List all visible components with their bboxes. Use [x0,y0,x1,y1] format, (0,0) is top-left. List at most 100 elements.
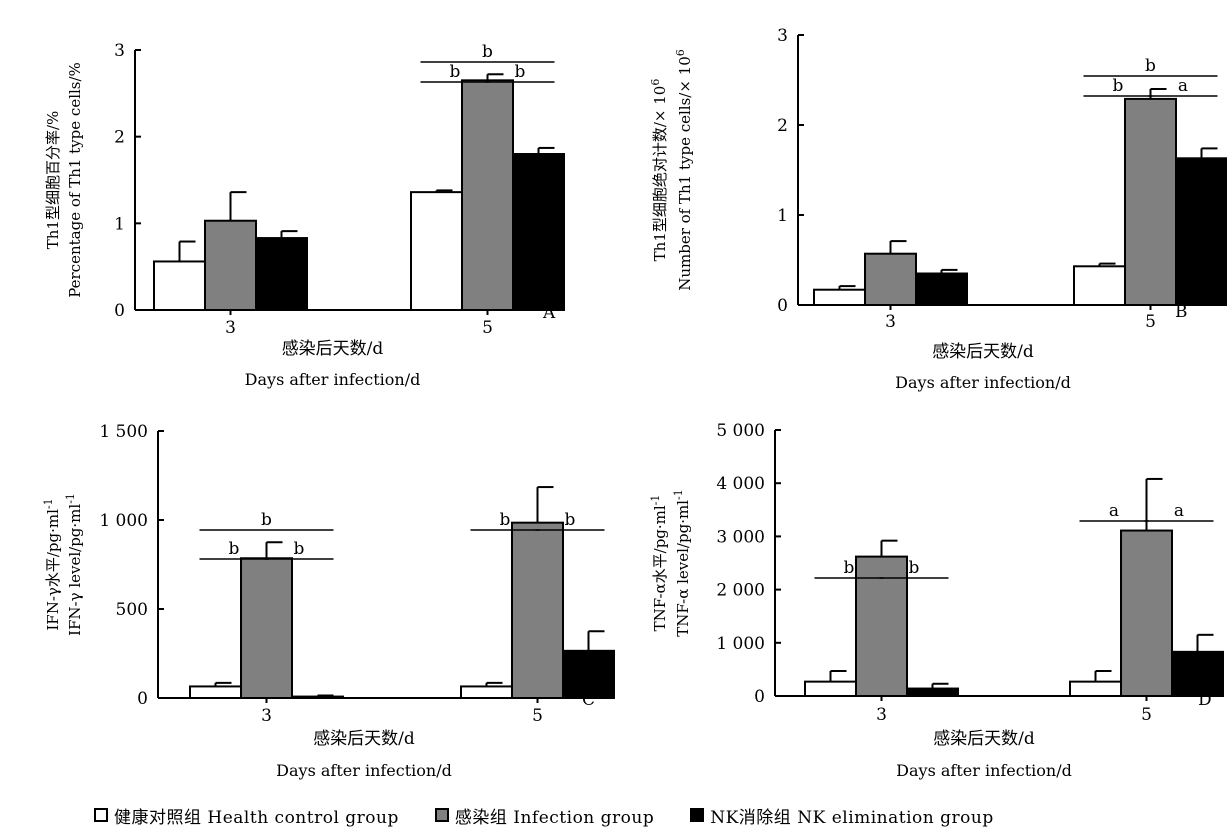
panel-d-x-label-zh: 感染后天数/d [933,729,1035,749]
legend-swatch-health-control [94,808,108,822]
panel-b-bar-nk-elimination-day3 [915,272,968,306]
panel-a-x-label-en: Days after infection/d [245,370,421,389]
panel-d-y-tick-label: 1 000 [716,634,765,654]
panel-b-y-label-en: Number of Th1 type cells/× 106 [674,49,695,291]
panel-c-bar-nk-elimination-day3 [291,695,344,699]
panel-c-x-tick-label: 3 [261,706,272,726]
panel-a: 0 1 2 3 3 5 b b b A 感染后天数/d Days after infection/d T… [44,41,565,389]
panel-c-y-label-zh: IFN-γ水平/pg·ml-1 [42,498,63,630]
panel-a-y-tick-label: 0 [114,301,125,321]
panel-c-bar-nk-elimination-day5 [562,649,615,700]
panel-d-bar-nk-elimination-day3 [906,687,959,698]
panel-c-bar-infection-day5 [511,521,564,699]
panel-b-y-tick-label: 1 [777,206,788,226]
panel-d-y-label-superscript: -1 [672,489,685,500]
panel-b-bar-health-control-day3 [813,288,866,307]
panel-d-y-label-en: TNF-α level/pg·ml-1 [672,489,693,636]
panel-c-significance-label: b [229,539,240,559]
legend-label-nk-elimination: NK消除组 NK elimination group [710,807,994,828]
panel-c-y-tick-label: 500 [116,600,148,620]
panel-c-bar-health-control-day5 [460,685,513,699]
legend-item-infection: 感染组 Infection group [434,803,655,828]
panel-a-bar-nk-elimination-day5 [512,153,565,311]
panel-a-x-label-zh: 感染后天数/d [282,339,384,359]
panel-b-y-label-zh: Th1型细胞绝对计数/× 106 [649,79,670,262]
legend-label-infection: 感染组 Infection group [454,807,655,828]
panel-c-y-label-en: IFN-γ level/pg·ml-1 [64,493,85,636]
panel-d-bar-health-control-day3 [804,680,857,697]
panel-b-bar-infection-day3 [864,252,917,306]
panel-c-letter: C [582,690,595,710]
panel-d-y-tick-label: 2 000 [716,581,765,601]
panel-b-x-tick-label: 5 [1145,312,1156,332]
panel-b-bar-nk-elimination-day5 [1175,157,1227,306]
legend-swatch-nk-elimination [690,808,705,822]
panel-a-y-label-en: Percentage of Th1 type cells/% [66,62,84,298]
panel-c-significance-label: b [294,539,305,559]
panel-c-y-label-superscript: -1 [42,498,55,509]
panel-c: 0 500 1 000 1 500 3 5 b b b b b C 感染后天数/d Days after … [42,422,615,780]
panel-c-x-label-zh: 感染后天数/d [313,729,415,749]
panel-a-significance-label: b [482,42,493,62]
panel-c-y-tick-label: 1 000 [99,511,148,531]
panel-d-significance-label: a [1109,501,1119,521]
panel-b-significance-label: b [1145,56,1156,76]
panel-c-y-tick-label: 1 500 [99,422,148,442]
legend-item-nk-elimination: NK消除组 NK elimination group [690,803,993,828]
panel-a-bar-nk-elimination-day3 [255,237,308,311]
panel-c-x-tick-label: 5 [532,706,543,726]
panel-b-bar-health-control-day5 [1073,265,1126,306]
panel-a-significance-label: b [515,62,526,82]
panel-c-significance-label: b [500,510,511,530]
panel-d-x-tick-label: 5 [1141,705,1152,725]
panel-c-bar-health-control-day3 [189,685,242,699]
panel-b: 0 1 2 3 3 5 b a b B 感染后天数/d Days after infection/d T… [649,26,1227,392]
panel-d-y-tick-label: 0 [754,687,765,707]
panel-b-y-tick-label: 0 [777,296,788,316]
panel-a-x-tick-label: 3 [225,318,236,338]
legend-swatch-infection [434,808,449,822]
panel-d-y-label-zh: TNF-α水平/pg·ml-1 [649,495,670,632]
panel-d-y-tick-label: 3 000 [716,527,765,547]
panel-a-y-label-zh: Th1型细胞百分率/% [44,111,62,250]
panel-a-y-tick-label: 1 [114,214,125,234]
panel-a-significance-label: b [450,62,461,82]
panel-d-y-tick-label: 5 000 [716,421,765,441]
legend: 健康对照组 Health control group 感染组 Infection… [94,800,1030,830]
panel-b-bar-infection-day5 [1124,97,1177,307]
legend-item-health-control: 健康对照组 Health control group [94,803,399,828]
panel-d-significance-label: b [844,558,855,578]
panel-d-x-label-en: Days after infection/d [896,761,1072,780]
panel-d-bar-nk-elimination-day5 [1171,650,1224,697]
panel-a-bar-health-control-day3 [153,260,206,312]
panel-d-significance-label: a [1174,501,1184,521]
panel-b-x-tick-label: 3 [885,312,896,332]
panel-a-bar-infection-day3 [204,219,257,312]
panel-d-bar-health-control-day5 [1069,680,1122,697]
panel-b-significance-label: a [1178,76,1188,96]
panel-a-y-tick-label: 2 [114,128,125,148]
legend-label-health-control: 健康对照组 Health control group [114,807,399,828]
panel-a-bar-infection-day5 [461,79,514,312]
panel-c-y-label-superscript: -1 [64,493,77,504]
panel-d-letter: D [1198,690,1212,710]
panel-a-x-tick-label: 5 [482,318,493,338]
panel-d-y-label-superscript: -1 [649,495,662,506]
panel-a-y-tick-label: 3 [114,41,125,61]
panel-b-y-tick-label: 3 [777,26,788,46]
panel-b-y-tick-label: 2 [777,116,788,136]
panel-d-y-tick-label: 4 000 [716,474,765,494]
panel-b-y-label-superscript: 6 [674,49,687,56]
panel-d-bar-infection-day5 [1120,529,1173,697]
panel-c-significance-label: b [565,510,576,530]
panel-d-bar-infection-day3 [855,555,908,698]
panel-b-letter: B [1175,302,1188,322]
panel-b-y-label-superscript: 6 [649,79,662,86]
panel-b-significance-label: b [1113,76,1124,96]
panel-c-significance-label: b [261,510,272,530]
panel-c-bar-infection-day3 [240,557,293,700]
panel-d-x-tick-label: 3 [876,705,887,725]
panel-a-letter: A [542,303,556,323]
panel-c-x-label-en: Days after infection/d [276,761,452,780]
